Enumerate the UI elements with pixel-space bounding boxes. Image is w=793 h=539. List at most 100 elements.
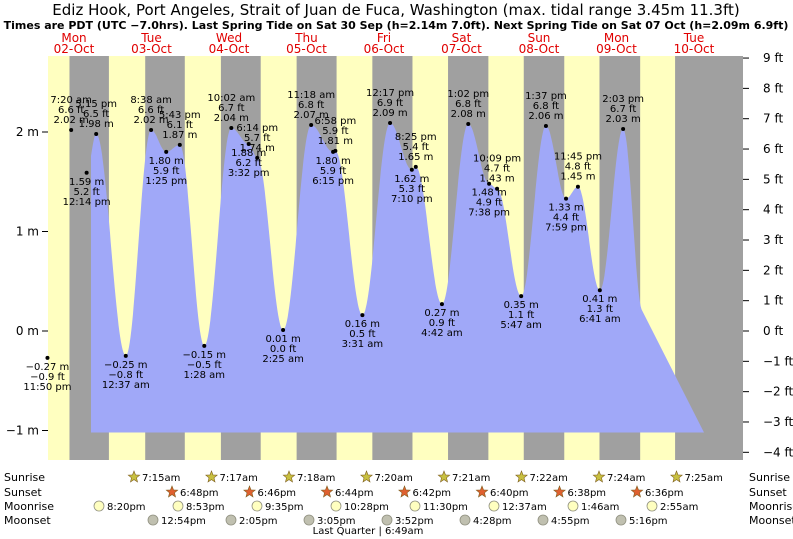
tide-ft-label: 6.7 ft xyxy=(218,103,244,114)
tide-time-label: 6:15 pm xyxy=(312,176,354,187)
tide-time-label: 12:17 pm xyxy=(366,88,414,99)
right-axis: 9 ft 8 ft 7 ft 6 ft 5 ft 4 ft 3 ft 2 ft 1 ft 0 ft… xyxy=(743,51,793,459)
moonset-icon xyxy=(381,514,393,526)
sunset-time: 6:38pm xyxy=(568,488,607,499)
moonrise-time: 1:46am xyxy=(581,502,619,513)
tide-time-label: 1:02 pm xyxy=(447,89,489,100)
tide-m-label: −0.15 m xyxy=(182,350,226,361)
tide-m-label: 1.59 m xyxy=(69,177,104,188)
tide-m-label: 2.04 m xyxy=(214,113,249,124)
tide-ft-label: 5.4 ft xyxy=(403,142,429,153)
moonrise-row-label-left: Moonrise xyxy=(4,500,54,513)
tide-time-label: 3:32 pm xyxy=(228,168,270,179)
tide-m-label: 1.48 m xyxy=(472,188,507,199)
sunrise-time: 7:22am xyxy=(530,473,568,484)
tide-point xyxy=(255,155,260,160)
sunrise-icon xyxy=(670,470,683,483)
tide-m-label: 1.43 m xyxy=(479,174,514,185)
moonset-time: 3:52pm xyxy=(395,516,434,527)
moonset-row-label-left: Moonset xyxy=(4,514,51,527)
tide-point xyxy=(360,313,365,318)
right-axis-tick-label: 5 ft xyxy=(763,172,783,186)
sunrise-row-label-right: Sunrise xyxy=(749,471,790,484)
tide-point xyxy=(84,170,89,175)
tide-point xyxy=(69,128,74,133)
sunset-icon xyxy=(165,485,179,498)
tide-m-label: 2.03 m xyxy=(606,114,641,125)
tide-ft-label: 4.8 ft xyxy=(565,162,591,173)
moonrise-time: 8:20pm xyxy=(107,502,146,513)
tide-point xyxy=(439,302,444,307)
tide-point xyxy=(388,121,393,126)
sunset-time: 6:44pm xyxy=(335,488,374,499)
day-date-label: 03-Oct xyxy=(131,42,172,56)
tide-m-label: 1.88 m xyxy=(231,148,266,159)
tide-time-label: 6:41 am xyxy=(579,314,621,325)
tide-m-label: 2.07 m xyxy=(294,110,329,121)
tide-ft-label: 6.9 ft xyxy=(377,98,403,109)
right-axis-tick-label: 6 ft xyxy=(763,142,783,156)
tide-m-label: 2.08 m xyxy=(451,109,486,120)
tide-point xyxy=(575,184,580,189)
sunrise-icon xyxy=(282,470,296,483)
tide-time-label: 7:38 pm xyxy=(468,208,510,219)
day-dow-label: Fri xyxy=(377,31,391,45)
moonset-icon xyxy=(225,514,237,526)
tide-ft-label: 0.0 ft xyxy=(270,344,296,355)
tide-point xyxy=(621,127,626,132)
tide-ft-label: 5.9 ft xyxy=(153,166,179,177)
tide-ft-label: 4.4 ft xyxy=(553,213,579,224)
tide-m-label: 1.81 m xyxy=(318,136,353,147)
moonset-time: 12:54pm xyxy=(161,516,206,527)
tide-m-label: 1.87 m xyxy=(162,130,197,141)
right-axis-tick-label: 9 ft xyxy=(763,51,783,65)
tide-m-label: 1.80 m xyxy=(149,156,184,167)
day-date-label: 07-Oct xyxy=(441,42,482,56)
moonrise-icon xyxy=(488,500,500,512)
tide-time-label: 2:25 am xyxy=(262,354,304,365)
sunset-icon xyxy=(475,485,489,498)
tide-ft-label: −0.5 ft xyxy=(187,360,222,371)
left-axis: 2 m 1 m 0 m −1 m xyxy=(6,125,48,438)
day-date-label: 06-Oct xyxy=(364,42,405,56)
day-date-label: 10-Oct xyxy=(674,42,715,56)
moonrise-icon xyxy=(567,500,579,512)
sunset-icon xyxy=(243,485,256,498)
sunrise-icon xyxy=(592,470,606,483)
tide-m-label: 1.74 m xyxy=(240,143,275,154)
tide-time-label: 11:50 pm xyxy=(23,382,71,393)
moonrise-icon xyxy=(251,500,263,512)
sunrise-icon xyxy=(205,470,218,483)
tide-point xyxy=(123,353,128,358)
day-dow-label: Sun xyxy=(528,31,551,45)
tide-m-label: 0.41 m xyxy=(582,294,617,305)
left-axis-tick-label: 2 m xyxy=(16,125,39,139)
tide-m-label: 0.35 m xyxy=(504,300,539,311)
moonset-icon xyxy=(615,514,627,526)
tide-time-label: 5:47 am xyxy=(500,320,542,331)
moonrise-time: 11:30pm xyxy=(423,502,468,513)
sunset-icon xyxy=(320,485,334,498)
tide-time-label: 1:37 pm xyxy=(525,91,567,102)
tide-ft-label: 5.9 ft xyxy=(320,166,346,177)
tide-m-label: 1.62 m xyxy=(394,174,429,185)
moonrise-icon xyxy=(409,500,421,512)
moonset-time: 5:16pm xyxy=(629,516,668,527)
tide-time-label: 12:37 am xyxy=(102,380,150,391)
tide-point xyxy=(281,328,286,333)
day-date-label: 04-Oct xyxy=(209,42,250,56)
tide-time-label: 7:59 pm xyxy=(545,223,587,234)
tide-time-label: 2:03 pm xyxy=(602,94,644,105)
moonrise-time: 8:53pm xyxy=(186,502,225,513)
moonrise-time: 12:37am xyxy=(502,502,547,513)
tide-time-label: 8:38 am xyxy=(130,95,172,106)
moonrise-row-label-right: Moonrise xyxy=(749,500,793,513)
chart-subtitle: Times are PDT (UTC −7.0hrs). Last Spring… xyxy=(4,19,789,32)
tide-m-label: 0.16 m xyxy=(345,319,380,330)
left-axis-tick-label: −1 m xyxy=(6,424,39,438)
tide-point xyxy=(229,126,234,131)
tide-time-label: 7:20 am xyxy=(50,95,92,106)
moonset-icon xyxy=(537,514,549,526)
right-axis-tick-label: −3 ft xyxy=(763,415,793,429)
